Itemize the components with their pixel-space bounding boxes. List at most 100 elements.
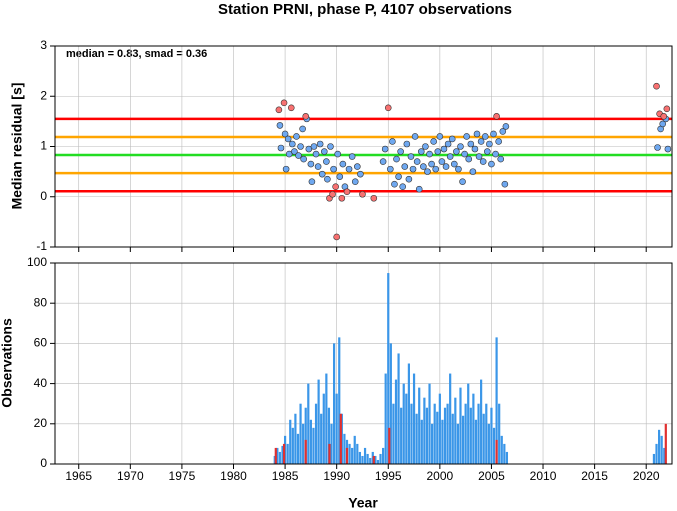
y-tick-label: 3 [40,38,47,52]
bar [420,419,423,464]
bar [500,435,503,464]
point [308,178,316,185]
bar [472,393,475,464]
point [379,158,387,165]
bar [314,403,318,464]
point [660,113,668,120]
plot-frame [54,45,673,248]
point [488,160,495,168]
point [422,143,429,150]
point [497,155,505,163]
bar [469,407,472,464]
bar [503,443,506,464]
point [324,175,331,183]
bar [441,419,444,464]
point [282,165,290,173]
bar [274,447,277,464]
bar [660,435,663,464]
point [343,188,351,196]
bar [327,407,331,464]
x-tick-label: 2005 [478,469,505,483]
bar [291,427,294,464]
bar [286,443,289,464]
bar [487,423,490,464]
point [495,138,502,145]
point [323,158,330,165]
bar [348,443,351,464]
bar [382,447,385,464]
plot-frame [54,262,673,465]
bar [278,451,282,464]
point [403,140,411,148]
point [430,138,437,145]
bar [397,353,400,464]
point [277,144,285,152]
bar [459,387,462,464]
point [461,150,468,158]
bar [477,403,480,464]
bar [485,403,488,464]
point [395,173,402,180]
point [297,143,304,150]
bar [392,403,395,464]
bar [294,413,297,464]
point [291,148,298,155]
point [411,133,419,140]
bar [663,447,666,464]
point [457,143,464,150]
bar [339,413,342,464]
point [446,153,454,160]
bar [461,415,465,464]
point [479,158,487,165]
y-tick-label: -1 [36,239,47,253]
bar [309,419,312,464]
y-tick-label: 0 [40,189,47,203]
bar [356,443,359,464]
x-tick-label: 2015 [581,469,608,483]
bar [456,423,460,464]
point [276,122,284,129]
point [463,133,470,140]
bar [495,439,498,464]
bar [302,423,305,464]
point [318,170,326,178]
point [432,165,440,173]
point [486,140,493,148]
point [438,158,446,165]
bar [296,433,300,464]
point [399,183,407,190]
point [653,82,660,90]
point [359,190,366,198]
y-axis-label: Median residual [s] [9,83,25,210]
bar [343,433,346,464]
point [475,153,483,160]
point [307,160,315,168]
bar [325,373,328,464]
point [336,173,344,180]
bar [353,435,356,464]
bar [480,379,483,464]
point [654,144,661,151]
point [330,165,337,173]
point [338,194,346,202]
y-tick-label: 60 [34,336,48,350]
point [314,163,322,170]
point [332,183,339,190]
point [434,148,442,155]
point [281,130,289,138]
bar [446,403,449,464]
point [295,152,302,159]
point [490,130,497,138]
bar [443,407,447,464]
point [316,140,324,148]
point [453,148,460,155]
bar [281,445,284,464]
point [420,163,427,170]
point [459,178,466,185]
bar [505,451,509,464]
y-tick-label: 1 [40,139,47,153]
bar [379,453,382,464]
point [312,150,320,158]
bar [299,403,302,464]
point [663,105,671,113]
